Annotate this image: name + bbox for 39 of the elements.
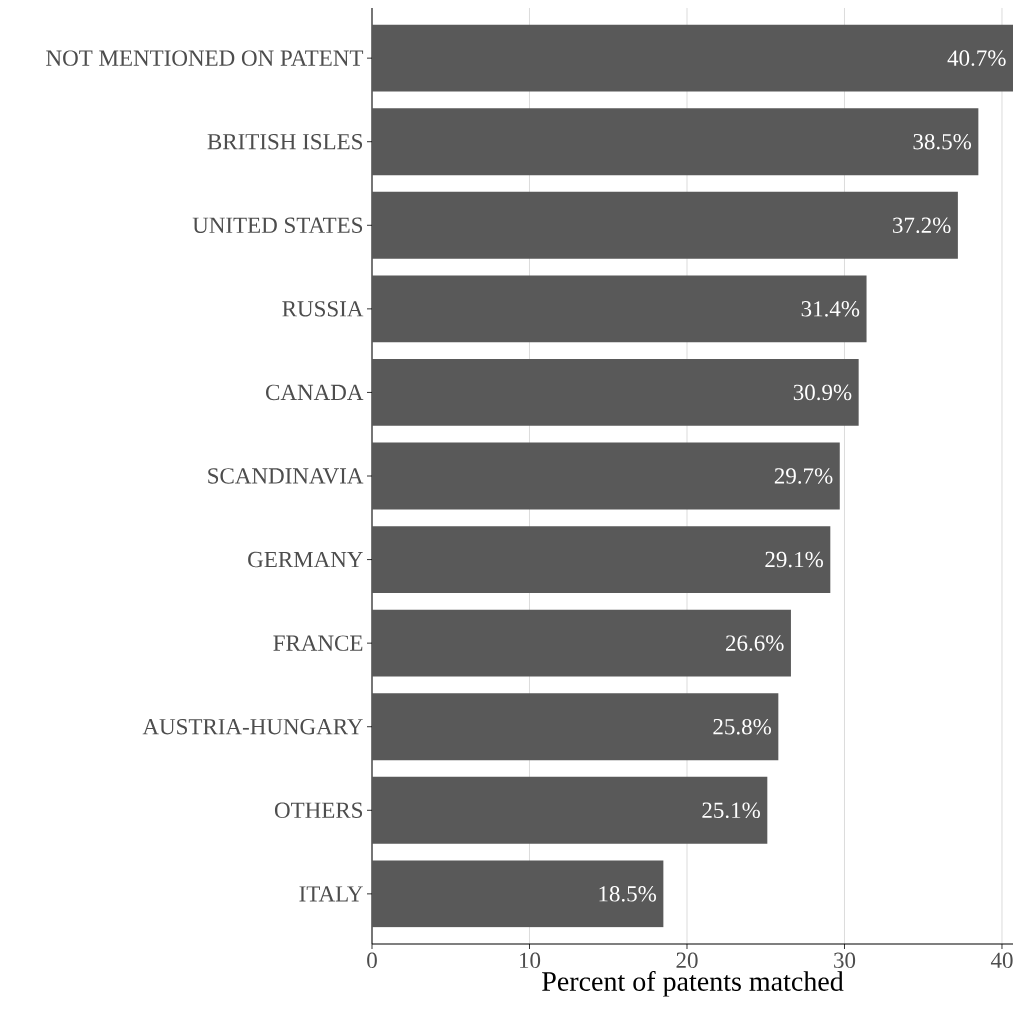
data-label: 37.2% — [893, 217, 951, 234]
data-label: 38.5% — [913, 133, 972, 150]
bar — [372, 526, 831, 594]
data-label: 30.9% — [793, 384, 852, 401]
data-label: 29.7% — [774, 468, 833, 484]
x-tick-label: 20 — [676, 952, 698, 969]
x-axis-title: Percent of patents matched — [542, 970, 844, 997]
y-tick-label: BRITISH ISLES — [207, 133, 363, 150]
data-label: 29.1% — [765, 551, 823, 568]
y-tick-label: FRANCE — [273, 635, 363, 651]
y-tick-label: CANADA — [266, 384, 364, 401]
bar — [372, 442, 840, 510]
y-tick-label: SCANDINAVIA — [208, 468, 364, 484]
y-tick-label: AUSTRIA-HUNGARY — [142, 719, 363, 735]
data-label: 25.1% — [702, 802, 760, 819]
data-label: 40.7% — [947, 50, 1006, 66]
bar — [372, 275, 867, 343]
data-label: 26.6% — [726, 635, 784, 651]
bar — [372, 24, 1014, 92]
data-label: 31.4% — [801, 301, 860, 317]
data-label: 25.8% — [713, 718, 772, 735]
data-label: 18.5% — [599, 886, 657, 902]
y-tick-label: RUSSIA — [282, 301, 364, 317]
x-tick-label: 30 — [834, 952, 856, 969]
bar — [372, 693, 779, 761]
bar — [372, 108, 979, 176]
bar — [372, 191, 958, 259]
x-tick-label: 40 — [990, 952, 1013, 969]
bar — [372, 776, 768, 844]
bar — [372, 609, 791, 677]
y-tick-label: UNITED STATES — [192, 217, 363, 234]
y-tick-label: GERMANY — [248, 551, 363, 568]
y-tick-label: ITALY — [299, 886, 363, 902]
x-tick-label: 0 — [367, 952, 377, 969]
y-tick-label: NOT MENTIONED ON PATENT — [46, 50, 364, 66]
bar — [372, 860, 664, 928]
bar — [372, 359, 859, 426]
y-tick-label: OTHERS — [274, 802, 363, 819]
x-tick-label: 10 — [520, 952, 541, 969]
